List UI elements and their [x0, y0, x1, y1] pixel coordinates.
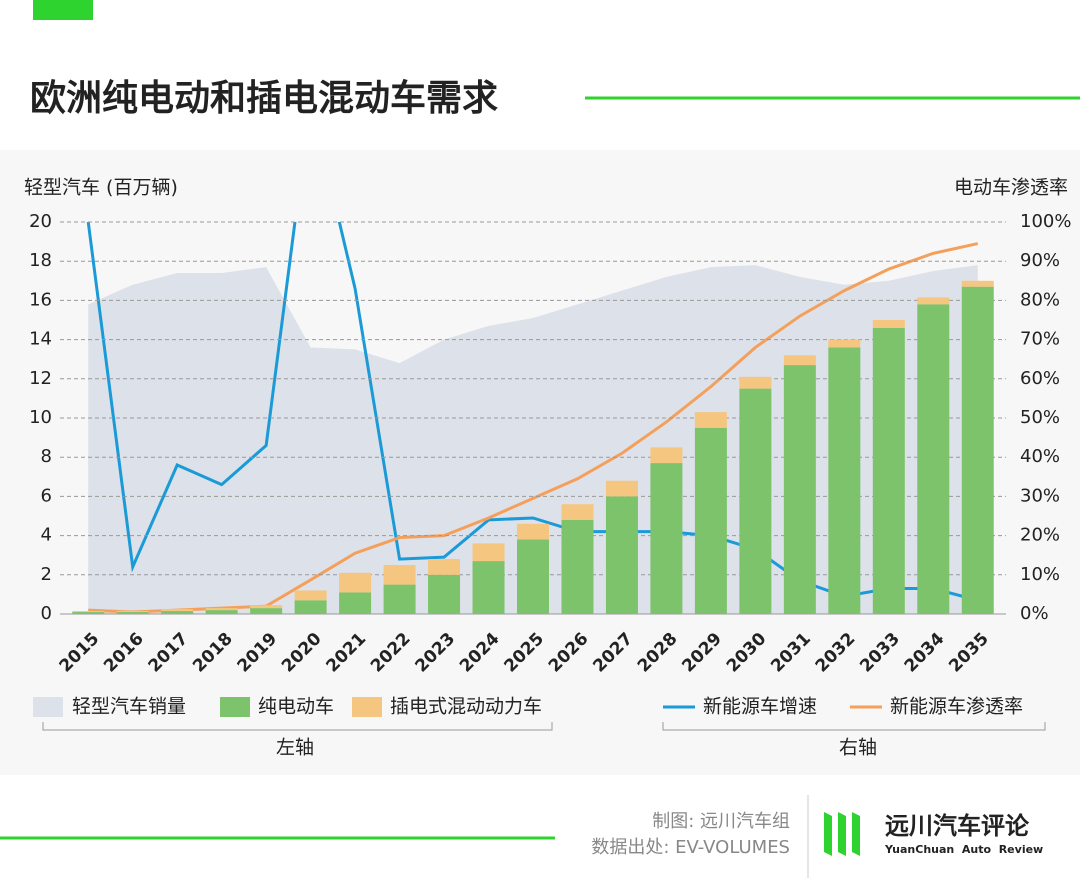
bar — [739, 388, 772, 614]
bar — [72, 611, 105, 613]
title: 欧洲纯电动和插电混动车需求 — [30, 78, 498, 119]
line — [88, 242, 979, 614]
y-axis-title: 轻型汽车 (百万辆) — [24, 177, 178, 199]
bar — [605, 480, 638, 497]
y2-tick-label: 70% — [1020, 329, 1060, 350]
credit: 制图: 远川汽车组 — [652, 811, 790, 832]
y2-tick-label: 100% — [1020, 211, 1071, 232]
bar — [961, 286, 994, 614]
y2-tick-label: 50% — [1020, 407, 1060, 428]
y2-tick-label: 0% — [1020, 603, 1049, 624]
bar — [783, 355, 816, 366]
bar — [116, 612, 149, 614]
legend-label: 新能源车渗透率 — [890, 696, 1023, 718]
legend-bracket — [662, 722, 1046, 731]
bar — [694, 412, 727, 428]
legend-group: 右轴 — [839, 737, 877, 759]
bar — [517, 523, 549, 540]
bar — [383, 584, 416, 614]
bar — [739, 376, 772, 389]
y-tick-label: 20 — [29, 211, 52, 232]
y2-tick-label: 80% — [1020, 289, 1060, 310]
bar — [961, 280, 994, 287]
logo-icon — [824, 812, 860, 856]
y-tick-label: 6 — [41, 485, 52, 506]
bar — [205, 610, 238, 614]
bar — [517, 539, 549, 614]
bar — [650, 447, 683, 464]
y-tick-label: 2 — [41, 564, 52, 585]
legend-group: 左轴 — [276, 737, 314, 759]
bar — [250, 608, 283, 614]
y2-tick-label: 10% — [1020, 564, 1060, 585]
legend-label: 轻型汽车销量 — [72, 696, 186, 718]
legend-label: 新能源车增速 — [703, 696, 817, 718]
legend-swatch — [220, 697, 250, 717]
y-tick-label: 4 — [41, 525, 52, 546]
bar — [561, 519, 594, 614]
y2-tick-label: 60% — [1020, 368, 1060, 389]
bar — [116, 611, 149, 613]
y2-tick-label: 40% — [1020, 446, 1060, 467]
bar — [428, 559, 461, 575]
bar — [917, 297, 950, 305]
bar — [383, 565, 416, 585]
y2-tick-label: 20% — [1020, 525, 1060, 546]
bar — [339, 592, 372, 614]
y2-axis-title: 电动车渗透率 — [954, 177, 1068, 199]
bar — [250, 605, 283, 609]
legend-label: 纯电动车 — [258, 696, 334, 718]
bar — [605, 496, 638, 614]
source: 数据出处: EV-VOLUMES — [591, 837, 790, 858]
bar — [917, 304, 950, 614]
bar — [783, 365, 816, 614]
y-tick-label: 14 — [29, 329, 52, 350]
y-tick-label: 12 — [29, 368, 52, 389]
bar — [561, 504, 594, 520]
bar — [161, 611, 194, 614]
legend-label: 插电式混动动力车 — [390, 696, 542, 718]
y-tick-label: 16 — [29, 289, 52, 310]
bar — [828, 347, 861, 614]
legend-bracket — [42, 722, 553, 731]
y-tick-label: 18 — [29, 250, 52, 271]
bar — [872, 327, 905, 614]
bar — [472, 543, 505, 562]
bar — [339, 572, 372, 593]
bar — [294, 600, 327, 614]
brand-en: YuanChuan Auto Review — [884, 843, 1043, 856]
y-tick-label: 10 — [29, 407, 52, 428]
y-tick-label: 8 — [41, 446, 52, 467]
bar — [828, 339, 861, 348]
header-accent — [33, 0, 93, 20]
bar — [694, 427, 727, 614]
bar — [472, 561, 505, 614]
y2-tick-label: 30% — [1020, 485, 1060, 506]
y2-tick-label: 90% — [1020, 250, 1060, 271]
bar — [428, 574, 461, 614]
bar — [161, 609, 194, 612]
legend-swatch — [352, 697, 382, 717]
bar — [205, 608, 238, 611]
y-tick-label: 0 — [41, 603, 52, 624]
brand: 远川汽车评论 — [885, 812, 1030, 840]
bar — [872, 320, 905, 328]
bar — [72, 612, 105, 614]
bar — [294, 590, 327, 601]
bar — [650, 463, 683, 614]
legend-swatch — [33, 697, 63, 717]
